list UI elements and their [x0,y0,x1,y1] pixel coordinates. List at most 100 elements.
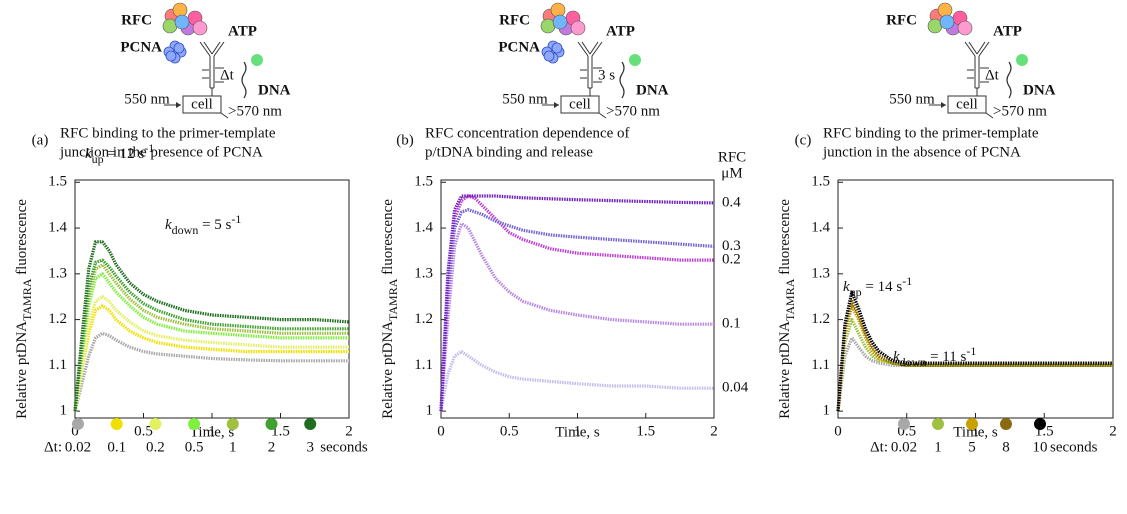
annotation-subscript: up [850,285,862,299]
panel-title: RFC binding to the primer-template [60,125,276,141]
data-line [836,290,1113,412]
dna-dye [251,54,263,66]
legend-header: μM [721,165,742,181]
y-axis-title-sub: TAMRA [20,278,34,321]
y-axis-title: Relative ptDNATAMRA fluorescence [14,199,33,419]
schematic-line [203,41,213,55]
schematic-label: 3 s [598,67,615,83]
panel-title: RFC binding to the primer-template [823,125,1039,141]
annotation-subscript: down [172,223,199,237]
annotation-text: = 14 s [862,279,903,295]
schematic-line [985,112,994,119]
x-tick-label: 0.5 [134,423,153,439]
arrow-head [941,102,946,108]
legend-marker [226,418,239,430]
x-axis-title: Time, s [555,424,600,440]
legend-marker [1000,418,1012,430]
legend-marker [110,418,123,430]
schematic-line [964,41,976,57]
legend-label: 5 [968,439,976,455]
schematic-line [211,41,221,55]
data-line [439,194,714,412]
panel-label: (a) [32,132,49,148]
schematic: RFC ATP Δt DNA cell 550 nm >570 nm [886,2,1056,119]
legend-prefix: Δt: [870,439,888,455]
rfc-subunit [172,2,188,18]
series-end-label: 0.1 [722,316,741,332]
schematic-label: ATP [606,23,635,39]
x-tick-label: 1 [208,423,216,439]
data-line [439,194,715,412]
rfc-subunit [937,2,953,18]
series-end-label: 0.3 [722,238,741,254]
dna-dye [629,54,641,66]
data-line [439,221,714,412]
schematic-line [968,41,978,55]
y-tick-label: 1.3 [811,265,830,281]
rfc-subunit [552,14,568,30]
pcna-subunit [551,42,563,54]
legend-label: 0.02 [891,439,917,455]
rfc-subunit [570,20,586,36]
annotation-superscript: -1 [144,141,154,155]
legend-label: 2 [268,439,276,455]
schematic-line [976,41,986,55]
y-axis-title-sub: TAMRA [386,278,400,321]
schematic-label: RFC [121,12,152,28]
x-tick-label: 0 [834,423,842,439]
legend-marker [188,418,201,430]
panel-label: (b) [396,132,414,148]
annotation-subscript: up [92,152,104,166]
plot-frame [74,179,350,419]
x-tick-label: 1 [574,423,582,439]
annotation-superscript: -1 [902,274,912,288]
annotation-superscript: -1 [966,344,976,358]
legend-marker [932,418,944,430]
legend-prefix: Δt: [44,439,62,455]
legend-label: 3 [306,439,314,455]
y-tick-label: 1.5 [48,174,67,190]
annotation-text: = 5 s [198,217,231,233]
y-tick-label: 1.3 [414,265,433,281]
schematic-label: DNA [258,82,291,98]
panel-title: p/tDNA binding and release [425,144,593,160]
schematic-line [591,41,603,57]
legend-marker [149,418,162,430]
pcna-subunit [173,42,185,54]
y-tick-label: 1.5 [414,174,433,190]
schematic-label: 550 nm [889,91,935,107]
series-end-label: 0.4 [722,194,741,210]
x-axis-title: Time, s [190,424,235,440]
pcna-subunit [543,50,555,62]
schematic-line [589,41,599,55]
schematic-line [581,41,591,55]
schematic-line [199,41,211,57]
schematic-line [213,41,225,57]
legend-marker [72,418,84,430]
rfc-subunit [939,14,955,30]
schematic-label: 550 nm [502,91,548,107]
y-axis-title: Relative ptDNATAMRA fluorescence [777,199,796,419]
series-end-label: 0.04 [722,380,749,396]
rate-annotation: kup = 12 s-1 [85,141,154,166]
data-line [73,272,349,412]
panel-label: (c) [795,132,812,148]
legend-marker [966,418,978,430]
annotation-symbol: k [843,279,850,295]
y-tick-label: 1.1 [48,357,67,373]
schematic-label: Δt [985,67,1000,83]
panel-title: junction in the presence of PCNA [59,144,263,160]
y-axis-title-sub: TAMRA [783,278,797,321]
legend-label: 0.2 [146,439,165,455]
data-line [73,240,350,412]
dna-strand [619,61,625,99]
schematic-label: ATP [228,23,257,39]
arrow-head [176,102,181,108]
schematic-label: PCNA [120,39,162,55]
y-axis-title-part: fluorescence [14,199,30,279]
y-tick-label: 1 [60,403,68,419]
x-tick-label: 0.5 [500,423,519,439]
y-axis-title-part: fluorescence [777,199,793,279]
arrow-head [554,102,559,108]
